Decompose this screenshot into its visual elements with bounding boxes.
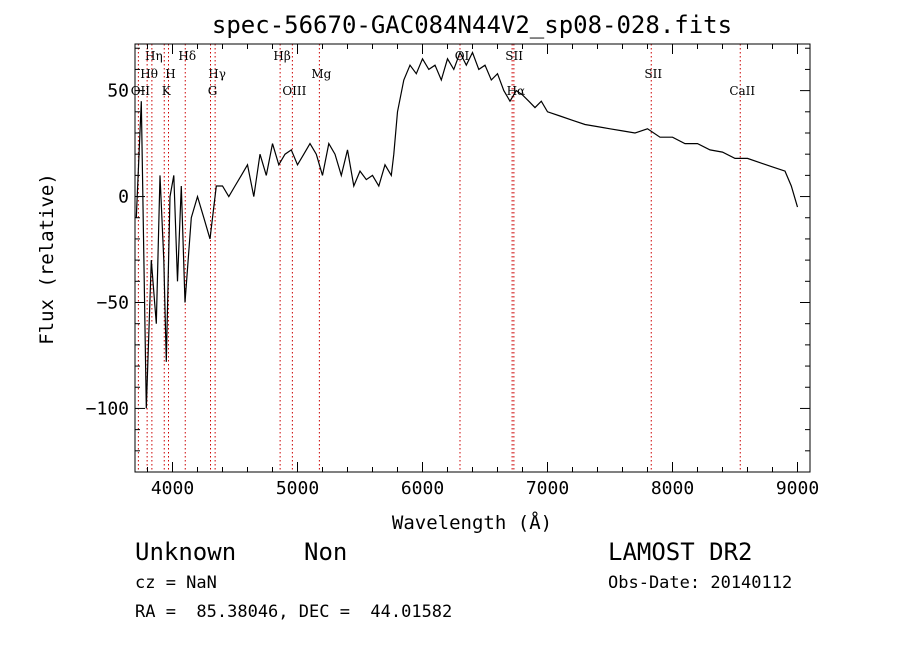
x-tick-label: 8000 [651,478,694,499]
x-tick-label: 9000 [776,478,819,499]
x-tick-label: 5000 [276,478,319,499]
chart-title: spec-56670-GAC084N44V2_sp08-028.fits [212,11,732,39]
y-tick-label: −100 [86,398,129,419]
marker-label: Hβ [273,49,290,63]
marker-label: Hη [145,49,163,63]
class-label: Unknown [135,538,237,566]
x-tick-label: 4000 [151,478,194,499]
spectrum-line [135,50,799,409]
axes: 4000 5000 6000 7000 8000 9000 −100 −50 0 50 [86,44,819,499]
y-axis-label: Flux (relative) [36,173,58,345]
subclass-label: Non [304,538,348,566]
marker-label: G [208,84,218,98]
marker-label: Mg [311,67,331,81]
survey-label: LAMOST DR2 [608,538,753,566]
obs-date-label: Obs-Date: 20140112 [608,573,793,593]
y-tick-label: 50 [107,81,129,102]
marker-label: OIII [282,84,306,98]
x-tick-label: 6000 [401,478,444,499]
plot-frame [134,43,811,473]
x-axis-label: Wavelength (Å) [392,511,552,534]
marker-label: K [162,84,172,98]
marker-label: Hθ [140,67,158,81]
marker-label: Hγ [208,67,226,81]
marker-label: CaII [729,84,755,98]
coordinates-label: RA = 85.38046, DEC = 44.01582 [135,602,453,622]
y-tick-label: 0 [118,187,129,208]
redshift-label: cz = NaN [135,573,217,593]
marker-label: SII [644,67,662,81]
marker-label: H [165,67,175,81]
marker-label: Hδ [178,49,196,63]
y-tick-label: −50 [96,292,129,313]
x-tick-label: 7000 [526,478,569,499]
